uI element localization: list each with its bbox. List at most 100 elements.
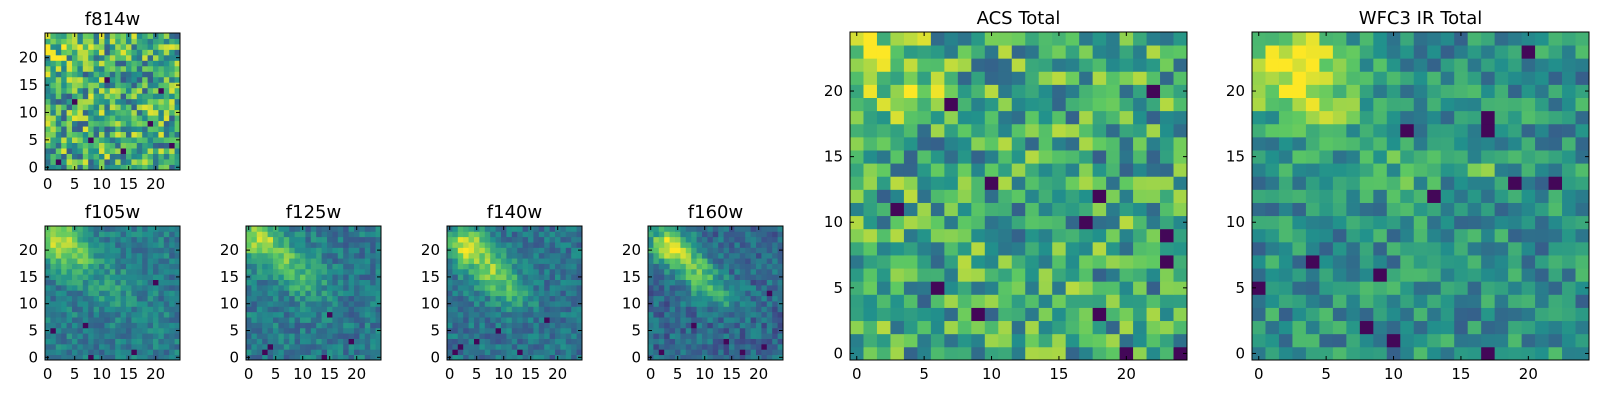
heatmap-cell (984, 176, 999, 190)
heatmap-cell (120, 322, 127, 329)
heatmap-cell (538, 338, 545, 345)
heatmap-cell (707, 306, 714, 313)
heatmap-cell (447, 349, 453, 356)
heatmap-cell (1025, 84, 1040, 98)
heatmap-cell (88, 87, 94, 94)
heatmap-cell (1160, 281, 1174, 295)
heatmap-cell (1292, 346, 1307, 361)
heatmap-cell (267, 231, 274, 238)
heatmap-cell (55, 43, 62, 50)
heatmap-cell (1079, 97, 1094, 112)
heatmap-cell (729, 279, 735, 286)
heatmap-cell (1173, 215, 1188, 230)
heatmap-cell (712, 311, 719, 318)
heatmap-cell (1038, 228, 1053, 243)
heatmap-cell (45, 142, 51, 149)
heatmap-cell (691, 343, 697, 350)
heatmap-cell (1427, 71, 1442, 85)
heatmap-cell (61, 153, 67, 160)
heatmap-cell (528, 306, 534, 313)
heatmap-cell (50, 137, 57, 143)
heatmap-cell (55, 247, 62, 254)
heatmap-cell (136, 322, 143, 329)
heatmap-cell (506, 301, 513, 307)
heatmap-cell (850, 176, 864, 190)
heatmap-cell (971, 307, 986, 322)
heatmap-cell (120, 120, 127, 127)
heatmap-cell (944, 215, 959, 230)
heatmap-cell (120, 60, 127, 67)
heatmap-cell (61, 290, 67, 297)
heatmap-cell (1319, 202, 1334, 217)
heatmap-cell (131, 126, 138, 133)
heatmap-cell (262, 301, 268, 307)
heatmap-cell (246, 263, 252, 270)
heatmap-cell (104, 258, 111, 264)
heatmap-cell (45, 338, 51, 345)
heatmap-cell (142, 284, 148, 291)
heatmap-cell (93, 236, 100, 243)
heatmap-cell (506, 317, 513, 323)
heatmap-cell (474, 279, 480, 286)
heatmap-cell (147, 317, 154, 323)
heatmap-cell (1359, 150, 1374, 164)
heatmap-cell (142, 82, 148, 89)
heatmap-cell (729, 322, 735, 329)
heatmap-cell (756, 268, 762, 275)
heatmap-cell (93, 142, 100, 149)
heatmap-cell (158, 38, 165, 45)
heatmap-cell (115, 104, 121, 111)
heatmap-cell (316, 242, 322, 248)
heatmap-cell (55, 109, 62, 116)
heatmap-cell (55, 236, 62, 243)
heatmap-cell (50, 338, 57, 345)
heatmap-cell (452, 317, 459, 323)
heatmap-cell (1319, 163, 1334, 177)
heatmap-cell (452, 301, 459, 307)
heatmap-cell (104, 338, 111, 345)
heatmap-cell (501, 338, 507, 345)
heatmap-cell (109, 333, 116, 339)
heatmap-cell (664, 327, 670, 334)
heatmap-cell (917, 150, 932, 164)
heatmap-cell (126, 252, 132, 259)
heatmap-cell (1400, 97, 1415, 112)
heatmap-cell (723, 290, 730, 297)
heatmap-cell (283, 301, 290, 307)
heatmap-cell (332, 242, 339, 248)
heatmap-cell (147, 343, 154, 350)
heatmap-cell (712, 338, 719, 345)
heatmap-cell (82, 311, 89, 318)
x-tick-label: 10 (695, 365, 714, 383)
heatmap-cell (289, 284, 295, 291)
heatmap-cell (484, 258, 491, 264)
heatmap-cell (1562, 123, 1576, 138)
heatmap-cell (745, 274, 751, 280)
heatmap-cell (750, 338, 757, 345)
heatmap-cell (1278, 123, 1293, 138)
heatmap-cell (163, 87, 170, 94)
heatmap-cell (45, 231, 51, 238)
heatmap-cell (93, 65, 100, 72)
heatmap-cell (490, 274, 496, 280)
heatmap-cell (169, 263, 175, 270)
heatmap-cell (555, 279, 561, 286)
heatmap-cell (1359, 307, 1374, 322)
heatmap-cell (766, 343, 773, 350)
heatmap-cell (876, 32, 891, 46)
heatmap-cell (256, 317, 263, 323)
heatmap-cell (653, 274, 660, 280)
heatmap-cell (147, 295, 154, 302)
heatmap-cell (761, 268, 768, 275)
heatmap-cell (1319, 241, 1334, 256)
y-tick-label: 5 (430, 322, 440, 340)
heatmap-cell (55, 126, 62, 133)
heatmap-cell (246, 322, 252, 329)
heatmap-cell (766, 290, 773, 297)
heatmap-cell (658, 268, 665, 275)
heatmap-cell (691, 231, 697, 238)
heatmap-cell (1400, 241, 1415, 256)
heatmap-cell (72, 268, 78, 275)
heatmap-cell (45, 93, 51, 100)
heatmap-cell (1119, 189, 1134, 203)
